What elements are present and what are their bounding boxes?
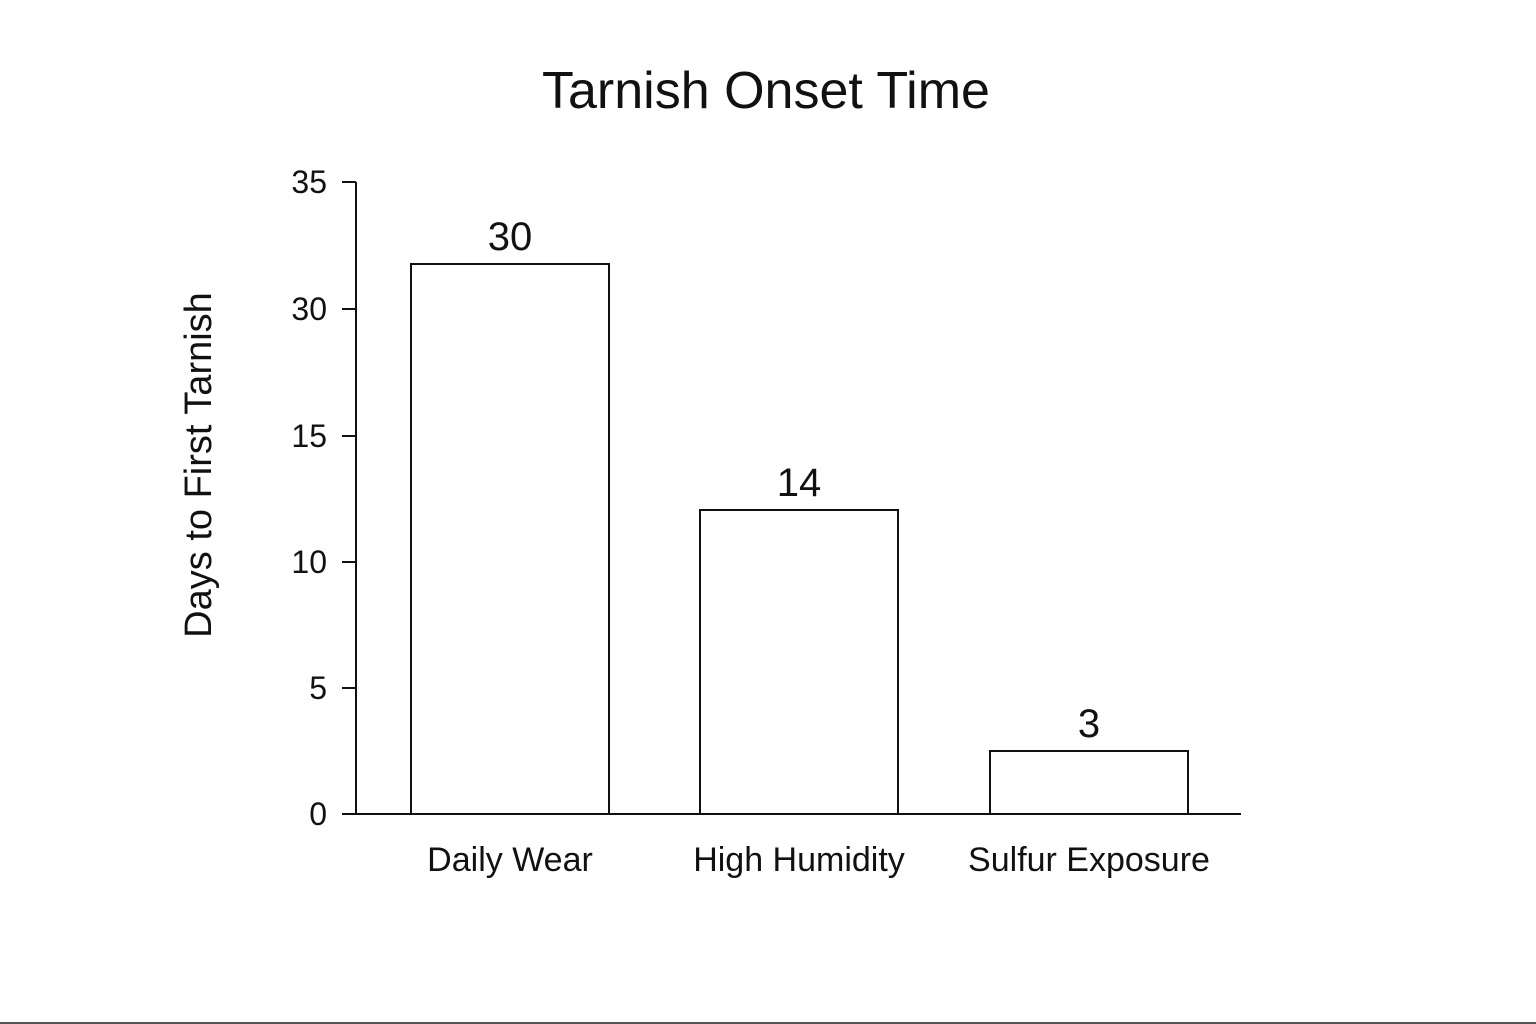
y-tick-label: 35	[291, 164, 327, 200]
x-labels-group: Daily Wear High Humidity Sulfur Exposure	[427, 841, 1210, 879]
y-tick-label: 10	[291, 544, 327, 580]
bar-daily-wear	[410, 263, 610, 815]
bar-sulfur-exposure	[989, 750, 1189, 815]
x-category-label: High Humidity	[693, 841, 905, 879]
value-labels-group: 30 14 3	[488, 215, 1100, 746]
y-tick-label: 30	[291, 291, 327, 327]
y-tick-label: 5	[309, 670, 327, 706]
x-category-label: Sulfur Exposure	[968, 841, 1210, 879]
chart-title: Tarnish Onset Time	[542, 62, 990, 120]
y-axis-label: Days to First Tarnish	[178, 292, 220, 638]
bar-value-label: 14	[777, 461, 822, 505]
bottom-border	[0, 1022, 1536, 1024]
bar-high-humidity	[699, 509, 899, 815]
y-tick-label: 0	[309, 796, 327, 832]
y-tick-label: 15	[291, 418, 327, 454]
bars-group	[410, 263, 1189, 815]
bar-value-label: 30	[488, 215, 533, 259]
x-category-label: Daily Wear	[427, 841, 593, 879]
bar-value-label: 3	[1078, 702, 1100, 746]
y-ticks-group: 0 5 10 15 30 35	[291, 164, 356, 832]
